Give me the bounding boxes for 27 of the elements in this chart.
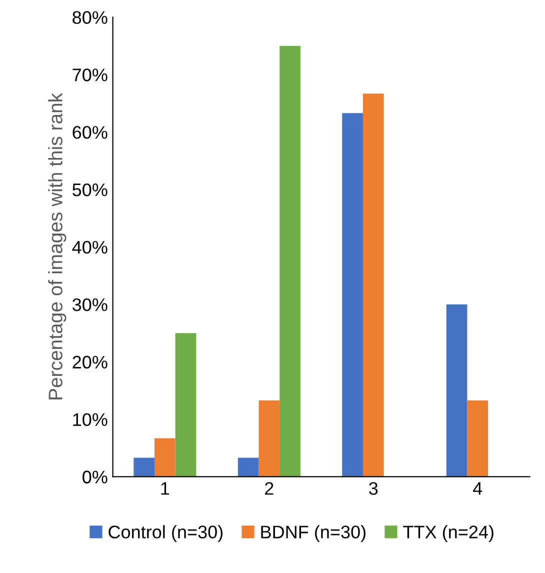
- y-tick-label: 0%: [82, 470, 108, 484]
- bar: [154, 438, 176, 477]
- legend-label: BDNF (n=30): [261, 525, 366, 542]
- y-tick-label: 20%: [72, 356, 108, 369]
- y-tick-label: 40%: [72, 240, 108, 254]
- x-tick-label: 3: [369, 482, 378, 495]
- bar: [134, 458, 155, 477]
- y-tick-label: 30%: [72, 298, 108, 312]
- bar: [362, 94, 384, 477]
- y-tick-label: 50%: [72, 183, 108, 196]
- bar: [467, 400, 488, 477]
- x-tick-label: 1: [161, 482, 170, 495]
- legend-label: TTX (n=24): [403, 525, 494, 542]
- bar: [175, 333, 196, 477]
- bar: [446, 304, 468, 477]
- bar: [258, 400, 280, 477]
- bar: [342, 113, 363, 477]
- x-tick-label: 2: [265, 482, 274, 495]
- y-tick-label: 70%: [72, 68, 108, 82]
- y-axis-title: Percentage of images with this rank: [48, 92, 66, 400]
- bar: [280, 46, 300, 477]
- y-tick-label: 10%: [73, 413, 108, 426]
- legend-label: Control (n=30): [108, 525, 223, 542]
- y-tick-label: 60%: [72, 126, 108, 139]
- bar: [238, 458, 259, 477]
- y-tick-label: 80%: [72, 11, 108, 24]
- x-tick-label: 4: [473, 482, 482, 495]
